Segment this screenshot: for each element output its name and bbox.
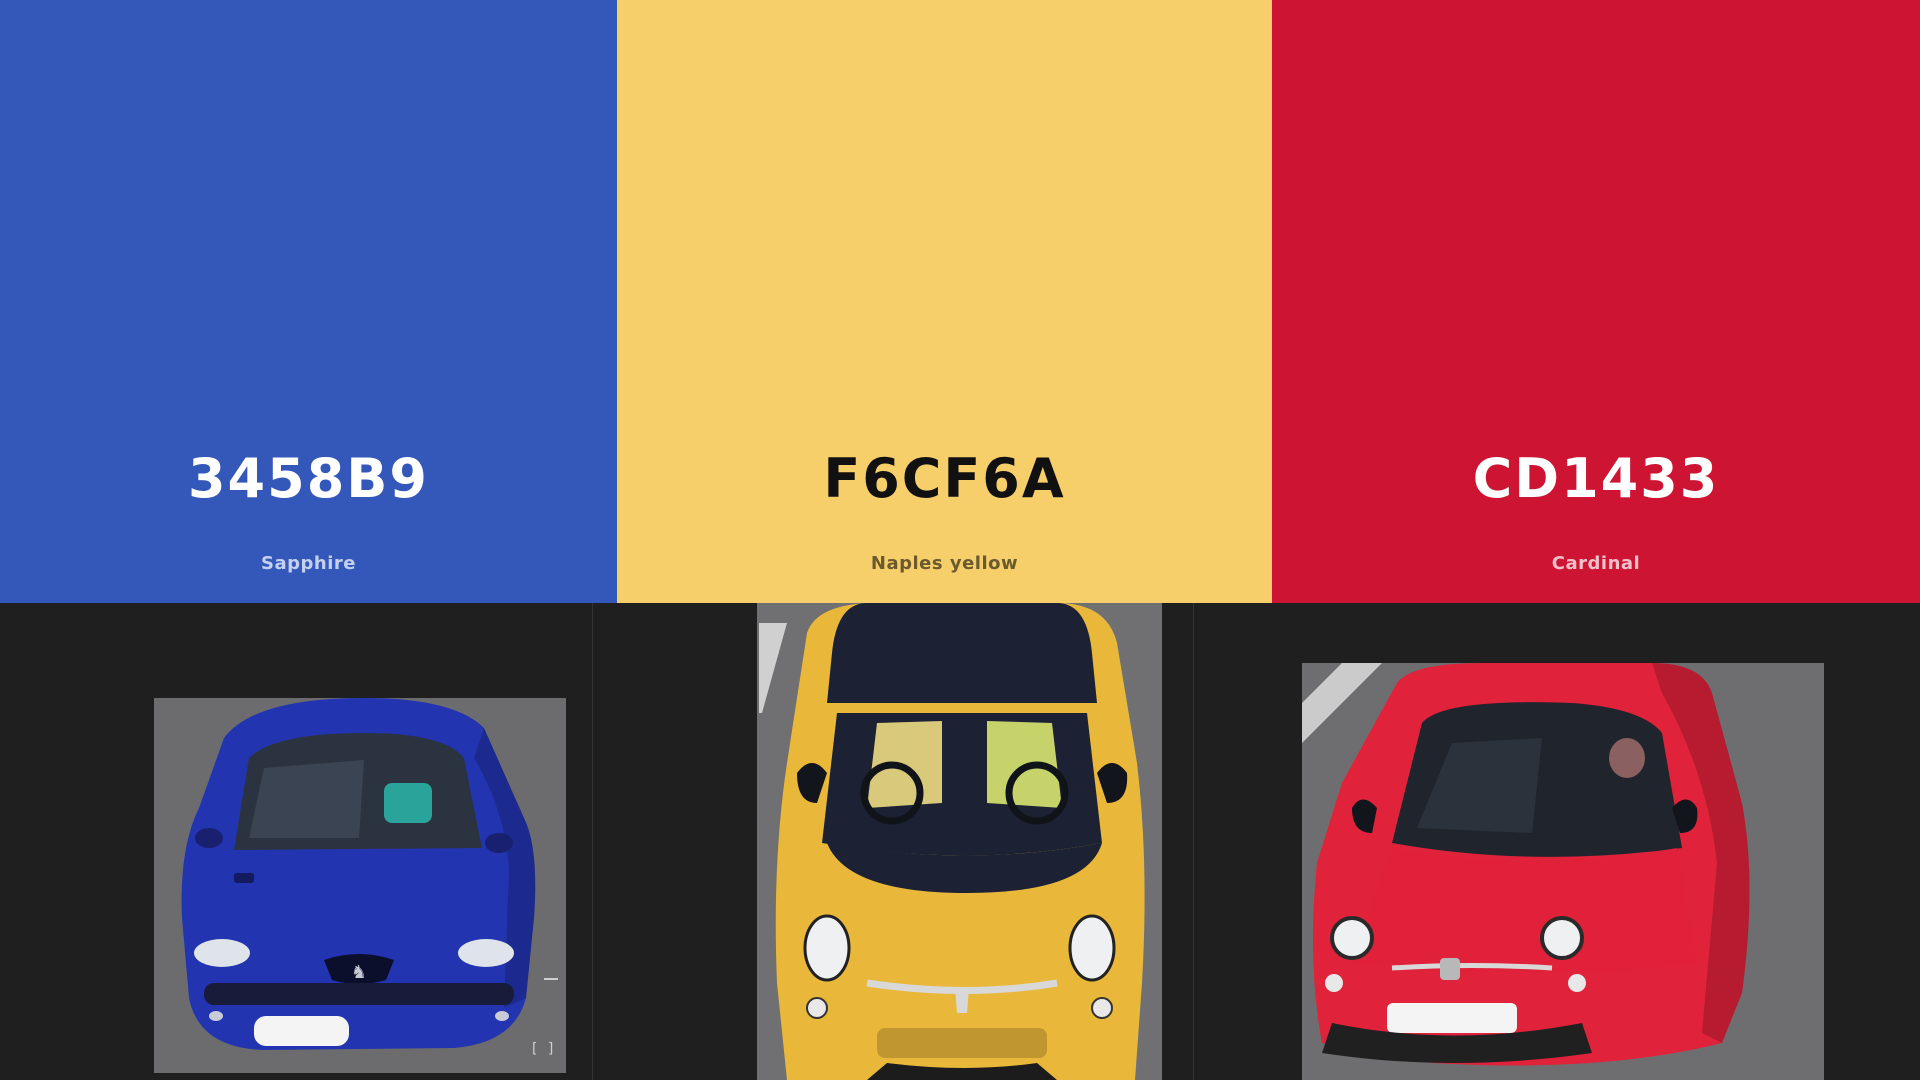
swatch-cardinal[interactable]: CD1433 Cardinal (1272, 0, 1920, 603)
swatch-sapphire[interactable]: 3458B9 Sapphire (0, 0, 617, 603)
red-car-illustration (1302, 663, 1824, 1080)
red-car-photo (1302, 663, 1824, 1080)
swatch-hex-code: 3458B9 (187, 447, 430, 510)
swatch-row: 3458B9 Sapphire F6CF6A Naples yellow CD1… (0, 0, 1920, 603)
swatch-hex-code: CD1433 (1472, 447, 1720, 510)
swatch-color-name: Sapphire (261, 553, 356, 574)
photo-divider (592, 603, 593, 1080)
swatch-naples-yellow[interactable]: F6CF6A Naples yellow (617, 0, 1272, 603)
yellow-car-illustration (757, 603, 1162, 1080)
blue-car-illustration: ♞ [ ] (154, 698, 566, 1073)
swatch-color-name: Cardinal (1551, 553, 1641, 574)
photo-divider (1193, 603, 1194, 1080)
swatch-hex-code: F6CF6A (823, 447, 1066, 510)
photo-row: ♞ [ ] (0, 603, 1920, 1080)
swatch-color-name: Naples yellow (870, 553, 1019, 574)
svg-text:[ ]: [ ] (530, 1041, 555, 1057)
blue-car-photo: ♞ [ ] (154, 698, 566, 1073)
yellow-car-photo (757, 603, 1162, 1080)
svg-text:♞: ♞ (351, 962, 367, 983)
